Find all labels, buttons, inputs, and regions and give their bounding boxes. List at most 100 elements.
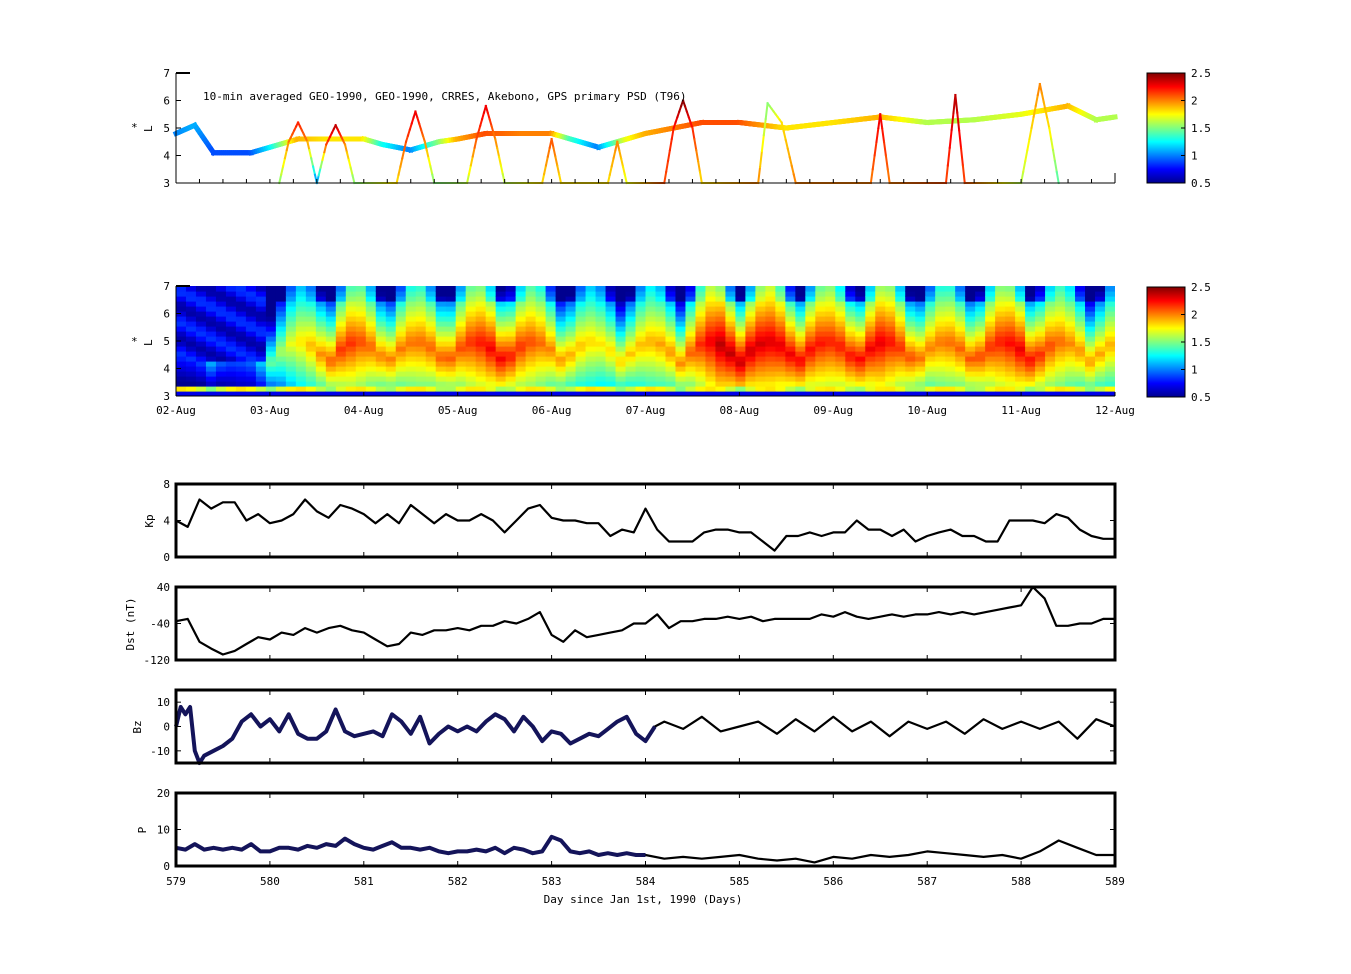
heatmap-cell [535, 331, 547, 337]
heatmap-cell [765, 316, 776, 322]
heatmap-cell [535, 301, 547, 307]
heatmap-cell [445, 381, 457, 387]
heatmap-cell [805, 311, 816, 317]
heatmap-cell [985, 351, 996, 357]
heatmap-cell [345, 366, 357, 372]
heatmap-cell [1005, 311, 1016, 317]
heatmap-cell [665, 336, 677, 342]
heatmap-cell [235, 316, 247, 322]
heatmap-cell [885, 391, 896, 396]
heatmap-cell [825, 331, 836, 337]
heatmap-cell [985, 321, 996, 327]
heatmap-cell [615, 391, 627, 396]
heatmap-cell [355, 286, 367, 292]
y-tick-label: 0 [163, 551, 170, 564]
heatmap-cell [545, 371, 557, 377]
heatmap-cell [485, 376, 497, 382]
heatmap-cell [365, 351, 377, 357]
heatmap-cell [915, 326, 926, 332]
heatmap-cell [365, 301, 377, 307]
heatmap-cell [565, 351, 577, 357]
heatmap-cell [885, 331, 896, 337]
heatmap-cell [435, 286, 447, 292]
heatmap-cell [176, 376, 187, 382]
heatmap-cell [515, 301, 527, 307]
heatmap-cell [905, 286, 916, 292]
heatmap-cell [305, 291, 317, 297]
heatmap-cell [825, 346, 836, 352]
heatmap-cell [295, 361, 307, 367]
heatmap-cell [545, 391, 557, 396]
heatmap-cell [975, 371, 986, 377]
heatmap-cell [1025, 311, 1036, 317]
heatmap-cell [215, 376, 227, 382]
heatmap-cell [545, 306, 557, 312]
heatmap-cell [955, 341, 966, 347]
heatmap-cell [475, 301, 487, 307]
heatmap-cell [325, 376, 337, 382]
heatmap-cell [475, 391, 487, 396]
heatmap-cell [265, 386, 277, 392]
heatmap-cell [625, 326, 637, 332]
heatmap-cell [1045, 361, 1056, 367]
heatmap-cell [1005, 291, 1016, 297]
heatmap-cell [245, 371, 257, 377]
heatmap-cell [315, 306, 327, 312]
heatmap-cell [895, 331, 906, 337]
heatmap-cell [565, 311, 577, 317]
heatmap-cell [1095, 371, 1106, 377]
heatmap-cell [455, 366, 467, 372]
heatmap-cell [1055, 296, 1066, 302]
heatmap-cell [295, 356, 307, 362]
heatmap-cell [365, 326, 377, 332]
heatmap-cell [505, 336, 517, 342]
heatmap-cell [825, 291, 836, 297]
heatmap-cell [735, 391, 746, 396]
heatmap-cell [725, 366, 737, 372]
heatmap-cell [1055, 286, 1066, 292]
heatmap-cell [965, 331, 976, 337]
psd-track-segment [402, 140, 408, 152]
heatmap-cell [835, 336, 846, 342]
heatmap-cell [485, 311, 497, 317]
series-highlight [174, 705, 657, 765]
heatmap-cell [585, 366, 597, 372]
heatmap-cell [1105, 351, 1115, 357]
heatmap-cell [405, 296, 417, 302]
heatmap-cell [555, 371, 567, 377]
heatmap-cell [735, 381, 746, 387]
heatmap-cell [555, 321, 567, 327]
heatmap-cell [405, 346, 417, 352]
heatmap-cell [695, 311, 707, 317]
heatmap-cell [245, 331, 257, 337]
heatmap-cell [915, 351, 926, 357]
heatmap-cell [785, 311, 796, 317]
heatmap-cell [795, 346, 806, 352]
heatmap-cell [185, 386, 197, 392]
heatmap-cell [595, 346, 607, 352]
heatmap-cell [1025, 351, 1036, 357]
heatmap-cell [515, 296, 527, 302]
heatmap-cell [935, 296, 946, 302]
heatmap-cell [1025, 286, 1036, 292]
heatmap-cell [965, 356, 976, 362]
heatmap-cell [185, 351, 197, 357]
heatmap-cell [575, 371, 587, 377]
heatmap-cell [905, 366, 916, 372]
heatmap-cell [255, 336, 267, 342]
heatmap-cell [295, 386, 307, 392]
heatmap-cell [375, 321, 387, 327]
heatmap-cell [1105, 316, 1115, 322]
heatmap-cell [555, 381, 567, 387]
heatmap-cell [495, 301, 507, 307]
heatmap-cell [285, 386, 297, 392]
heatmap-cell [1015, 331, 1026, 337]
psd-track-segment [959, 146, 964, 167]
heatmap-cell [785, 371, 796, 377]
heatmap-cell [595, 371, 607, 377]
heatmap-cell [445, 341, 457, 347]
heatmap-cell [1005, 371, 1016, 377]
heatmap-cell [275, 291, 287, 297]
heatmap-cell [1105, 381, 1115, 387]
psd-track-segment [406, 128, 412, 137]
